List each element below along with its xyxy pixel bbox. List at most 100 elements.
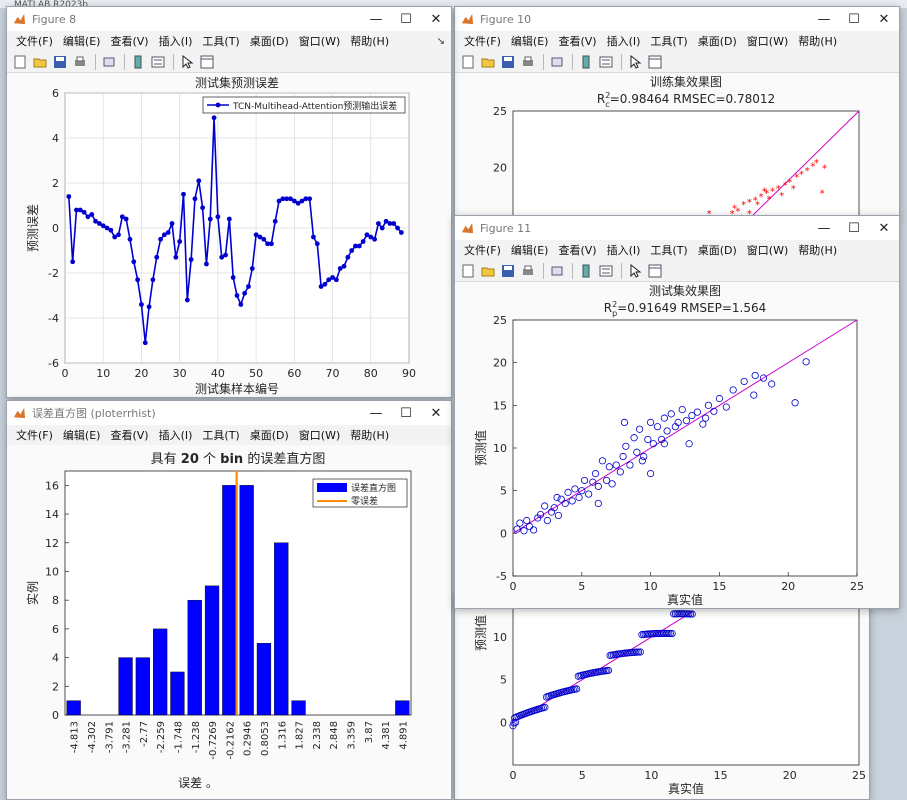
close-button[interactable]: ✕ bbox=[878, 220, 890, 236]
figure-bottom-window[interactable]: 0 5 10 15 20 25 0 5 10 真实值 预测值 bbox=[454, 592, 870, 800]
new-figure-icon[interactable] bbox=[459, 262, 477, 280]
menu-insert[interactable]: 插入(I) bbox=[606, 35, 641, 48]
menu-tools[interactable]: 工具(T) bbox=[650, 35, 688, 48]
print-icon[interactable] bbox=[71, 53, 89, 71]
menu-tools[interactable]: 工具(T) bbox=[202, 35, 240, 48]
figure-11-window[interactable]: Figure 11 — ☐ ✕ 文件(F) 编辑(E) 查看(V) 插入(I) … bbox=[454, 215, 900, 609]
dock-arrow-icon[interactable]: ↘ bbox=[436, 35, 445, 47]
menu-help[interactable]: 帮助(H) bbox=[350, 429, 390, 442]
menu-desktop[interactable]: 桌面(D) bbox=[697, 244, 737, 257]
error-point bbox=[150, 277, 156, 283]
menu-help[interactable]: 帮助(H) bbox=[350, 35, 390, 48]
open-folder-icon[interactable] bbox=[31, 53, 49, 71]
link-plot-icon[interactable] bbox=[548, 262, 566, 280]
save-icon[interactable] bbox=[499, 53, 517, 71]
x-tick-label: 3.359 bbox=[346, 721, 357, 750]
menu-help[interactable]: 帮助(H) bbox=[798, 244, 838, 257]
menu-view[interactable]: 查看(V) bbox=[558, 35, 597, 48]
histogram-titlebar[interactable]: 误差直方图 (ploterrhist) — ☐ ✕ bbox=[7, 401, 451, 425]
menu-window[interactable]: 窗口(W) bbox=[746, 244, 789, 257]
minimize-button[interactable]: — bbox=[817, 220, 831, 236]
print-icon[interactable] bbox=[519, 53, 537, 71]
figure-11-titlebar[interactable]: Figure 11 — ☐ ✕ bbox=[455, 216, 899, 240]
test-point bbox=[578, 487, 586, 495]
menu-insert[interactable]: 插入(I) bbox=[606, 244, 641, 257]
menu-desktop[interactable]: 桌面(D) bbox=[697, 35, 737, 48]
colorbar-icon[interactable] bbox=[577, 262, 595, 280]
test-point bbox=[612, 461, 620, 469]
menu-window[interactable]: 窗口(W) bbox=[298, 429, 341, 442]
property-editor-icon[interactable] bbox=[198, 53, 216, 71]
figure-8-window[interactable]: Figure 8 — ☐ ✕ 文件(F) 编辑(E) 查看(V) 插入(I) 工… bbox=[6, 6, 452, 398]
legend-icon[interactable] bbox=[597, 53, 615, 71]
figure-10-titlebar[interactable]: Figure 10 — ☐ ✕ bbox=[455, 7, 899, 31]
maximize-button[interactable]: ☐ bbox=[400, 405, 412, 421]
menu-tools[interactable]: 工具(T) bbox=[650, 244, 688, 257]
menu-window[interactable]: 窗口(W) bbox=[298, 35, 341, 48]
colorbar-icon[interactable] bbox=[129, 53, 147, 71]
x-tick-label: -2.77 bbox=[139, 721, 150, 747]
train-point: * bbox=[822, 164, 827, 175]
legend-icon[interactable] bbox=[597, 262, 615, 280]
menu-edit[interactable]: 编辑(E) bbox=[510, 35, 549, 48]
error-point bbox=[291, 198, 297, 204]
test-point bbox=[520, 527, 528, 535]
new-figure-icon[interactable] bbox=[11, 53, 29, 71]
figure-10-window[interactable]: Figure 10 — ☐ ✕ 文件(F) 编辑(E) 查看(V) 插入(I) … bbox=[454, 6, 900, 218]
histogram-window[interactable]: 误差直方图 (ploterrhist) — ☐ ✕ 文件(F) 编辑(E) 查看… bbox=[6, 400, 452, 800]
property-editor-icon[interactable] bbox=[646, 262, 664, 280]
menu-desktop[interactable]: 桌面(D) bbox=[249, 35, 289, 48]
maximize-button[interactable]: ☐ bbox=[848, 220, 860, 236]
menu-edit[interactable]: 编辑(E) bbox=[510, 244, 549, 257]
menu-insert[interactable]: 插入(I) bbox=[158, 429, 193, 442]
x-tick-label: 25 bbox=[852, 769, 866, 782]
pointer-icon[interactable] bbox=[626, 53, 644, 71]
maximize-button[interactable]: ☐ bbox=[848, 11, 860, 27]
menu-file[interactable]: 文件(F) bbox=[16, 35, 53, 48]
new-figure-icon[interactable] bbox=[459, 53, 477, 71]
test-point bbox=[678, 406, 686, 414]
minimize-button[interactable]: — bbox=[369, 405, 383, 421]
minimize-button[interactable]: — bbox=[817, 11, 831, 27]
menu-window[interactable]: 窗口(W) bbox=[746, 35, 789, 48]
test-point bbox=[660, 440, 668, 448]
close-button[interactable]: ✕ bbox=[878, 11, 890, 27]
test-point bbox=[554, 511, 563, 520]
menu-file[interactable]: 文件(F) bbox=[464, 35, 501, 48]
link-plot-icon[interactable] bbox=[100, 53, 118, 71]
maximize-button[interactable]: ☐ bbox=[400, 11, 412, 27]
menu-help[interactable]: 帮助(H) bbox=[798, 35, 838, 48]
menu-tools[interactable]: 工具(T) bbox=[202, 429, 240, 442]
legend-icon[interactable] bbox=[149, 53, 167, 71]
menu-view[interactable]: 查看(V) bbox=[558, 244, 597, 257]
close-button[interactable]: ✕ bbox=[430, 11, 442, 27]
colorbar-icon[interactable] bbox=[577, 53, 595, 71]
pointer-icon[interactable] bbox=[178, 53, 196, 71]
menu-file[interactable]: 文件(F) bbox=[16, 429, 53, 442]
print-icon[interactable] bbox=[519, 262, 537, 280]
close-button[interactable]: ✕ bbox=[430, 405, 442, 421]
menu-file[interactable]: 文件(F) bbox=[464, 244, 501, 257]
save-icon[interactable] bbox=[499, 262, 517, 280]
error-point bbox=[173, 254, 179, 260]
minimize-button[interactable]: — bbox=[369, 11, 383, 27]
figure-8-titlebar[interactable]: Figure 8 — ☐ ✕ bbox=[7, 7, 451, 31]
train-point bbox=[636, 648, 644, 656]
error-point bbox=[93, 218, 98, 224]
menu-insert[interactable]: 插入(I) bbox=[158, 35, 193, 48]
test-point bbox=[523, 516, 531, 525]
pointer-icon[interactable] bbox=[626, 262, 644, 280]
menu-view[interactable]: 查看(V) bbox=[110, 429, 149, 442]
link-plot-icon[interactable] bbox=[548, 53, 566, 71]
save-icon[interactable] bbox=[51, 53, 69, 71]
open-folder-icon[interactable] bbox=[479, 262, 497, 280]
menu-desktop[interactable]: 桌面(D) bbox=[249, 429, 289, 442]
open-folder-icon[interactable] bbox=[479, 53, 497, 71]
menu-edit[interactable]: 编辑(E) bbox=[62, 35, 101, 48]
menu-view[interactable]: 查看(V) bbox=[110, 35, 149, 48]
error-point bbox=[272, 218, 278, 224]
histogram-bar bbox=[204, 585, 220, 716]
menu-edit[interactable]: 编辑(E) bbox=[62, 429, 101, 442]
property-editor-icon[interactable] bbox=[646, 53, 664, 71]
